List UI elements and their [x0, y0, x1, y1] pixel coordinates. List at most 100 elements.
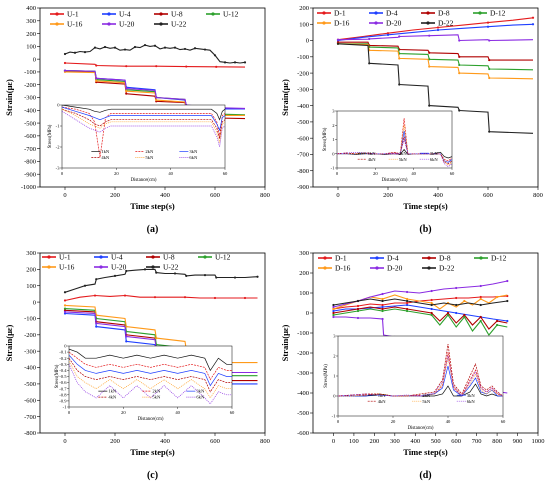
- y-tick-label: 100: [26, 44, 36, 51]
- legend-label: U-1: [67, 10, 79, 19]
- x-tick-label: 600: [210, 438, 220, 445]
- legend-label: D-20: [387, 264, 403, 273]
- y-tick-label: -700: [24, 146, 36, 153]
- data-point: [386, 33, 390, 36]
- x-tick-label: 600: [483, 192, 493, 199]
- y-tick-label: 300: [299, 250, 309, 257]
- legend-marker: [322, 21, 326, 25]
- y-tick-label: -800: [297, 168, 309, 175]
- legend-label: U-20: [119, 20, 135, 29]
- data-point: [486, 21, 490, 24]
- data-point: [356, 316, 360, 320]
- data-point: [113, 46, 117, 49]
- inset-legend-label: 3kN: [467, 393, 476, 398]
- data-point: [203, 48, 207, 51]
- y-tick-label: -200: [24, 332, 36, 339]
- legend-marker: [322, 11, 326, 15]
- inset-y-tick-label: 1: [333, 374, 336, 379]
- inset-y-tick-label: 1: [332, 137, 335, 142]
- data-point: [381, 292, 384, 296]
- data-point: [155, 96, 158, 99]
- x-tick-label: 200: [369, 438, 379, 445]
- inset-x-tick-label: 20: [391, 419, 396, 424]
- y-tick-label: 100: [299, 290, 309, 297]
- legend-label: D-8: [439, 254, 451, 263]
- y-tick-label: -300: [24, 95, 36, 102]
- inset-curve-1kn: [69, 348, 232, 372]
- legend-label: D-20: [386, 19, 402, 28]
- y-tick-label: -700: [297, 152, 309, 159]
- inset-y-tick-label: -0.2: [59, 356, 67, 361]
- x-axis-label: Time step(s): [403, 447, 448, 457]
- y-tick-label: -400: [297, 103, 309, 110]
- data-point: [332, 315, 335, 319]
- legend-label: U-8: [163, 253, 175, 262]
- plot-frame: [39, 252, 266, 434]
- data-point: [233, 61, 237, 64]
- data-point: [153, 296, 157, 299]
- inset-x-tick-label: 0: [61, 171, 64, 176]
- panel-label: (c): [147, 470, 158, 481]
- data-point: [83, 284, 87, 287]
- y-tick-label: -400: [24, 107, 36, 114]
- data-point: [356, 309, 360, 313]
- inset-curve-3kn: [338, 365, 503, 397]
- inset-curve-5kn: [62, 108, 225, 143]
- inset-y-tick-label: -0.1: [59, 350, 67, 355]
- y-tick-label: 0: [306, 310, 309, 317]
- legend-marker: [151, 255, 155, 259]
- legend-marker: [99, 255, 103, 259]
- inset-y-tick-label: 3: [332, 109, 335, 114]
- legend-label: D-4: [386, 9, 398, 18]
- inset-x-tick-label: 20: [121, 410, 126, 415]
- legend-marker: [479, 256, 483, 260]
- data-point: [405, 301, 409, 305]
- data-point: [405, 303, 409, 307]
- inset-legend-label: 4kN: [101, 155, 110, 160]
- legend-marker: [47, 255, 51, 259]
- inset-y-tick-label: -1: [63, 405, 68, 410]
- data-point: [356, 299, 360, 303]
- series-line-d-16: [337, 43, 534, 80]
- data-point: [488, 130, 491, 133]
- legend-label: D-1: [335, 254, 347, 263]
- inset-legend: 1kN 2kN 3kN 4kN 5kN 6kN: [367, 393, 476, 404]
- data-point: [495, 319, 499, 323]
- data-point: [405, 307, 409, 311]
- inset-curve-4kn: [62, 108, 225, 139]
- data-point: [185, 65, 188, 68]
- inset-curves: [338, 343, 503, 397]
- data-point: [332, 303, 335, 307]
- data-point: [430, 311, 433, 315]
- data-point: [63, 307, 67, 310]
- y-tick-label: -1000: [21, 184, 36, 191]
- data-point: [336, 38, 340, 41]
- y-tick-label: 200: [26, 267, 36, 274]
- data-point: [215, 65, 218, 68]
- data-point: [430, 289, 433, 293]
- x-tick-label: 400: [160, 192, 170, 199]
- data-point: [455, 296, 458, 300]
- data-point: [95, 322, 98, 325]
- data-point: [243, 296, 247, 300]
- inset-legend: 1kN 2kN 3kN 4kN 5kN 6kN: [91, 149, 198, 160]
- inset-y-axis-label: Stress(MPa): [324, 364, 329, 388]
- legend-marker: [107, 22, 111, 26]
- inset-curves: [62, 105, 225, 158]
- inset-x-tick-label: 0: [337, 419, 340, 424]
- x-tick-label: 800: [260, 438, 270, 445]
- data-point: [381, 299, 384, 303]
- inset-y-tick-label: -0.6: [59, 380, 67, 385]
- legend: D-1 D-4 D-8 D-12 D-16 D-20 D-22: [318, 254, 507, 273]
- data-point: [103, 45, 107, 49]
- data-point: [155, 65, 158, 68]
- x-tick-label: 1000: [532, 438, 545, 445]
- data-point: [531, 16, 535, 19]
- y-tick-label: -300: [297, 370, 309, 377]
- legend-label: D-4: [387, 254, 399, 263]
- x-tick-label: 200: [383, 192, 393, 199]
- data-point: [398, 35, 401, 38]
- x-tick-label: 100: [349, 438, 359, 445]
- inset-legend-label: 3kN: [196, 389, 205, 394]
